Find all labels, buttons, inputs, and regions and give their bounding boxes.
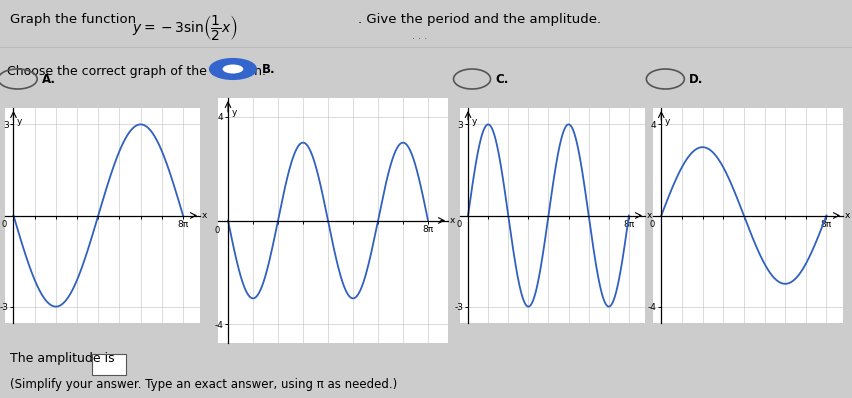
FancyBboxPatch shape: [92, 354, 126, 375]
Text: The amplitude is: The amplitude is: [10, 353, 115, 365]
Text: x: x: [450, 216, 455, 225]
Text: . Give the period and the amplitude.: . Give the period and the amplitude.: [358, 13, 601, 26]
Text: y: y: [17, 117, 22, 126]
Text: C.: C.: [494, 72, 508, 86]
Text: 0: 0: [456, 220, 461, 229]
Text: B.: B.: [262, 62, 275, 76]
Text: D.: D.: [688, 72, 703, 86]
Text: x: x: [646, 211, 652, 220]
Text: . . .: . . .: [412, 31, 427, 41]
Text: 0: 0: [648, 220, 653, 229]
Text: x: x: [843, 211, 849, 220]
Text: (Simplify your answer. Type an exact answer, using π as needed.): (Simplify your answer. Type an exact ans…: [10, 378, 397, 391]
Text: y: y: [664, 117, 669, 126]
Text: 0: 0: [2, 220, 7, 229]
Text: y: y: [470, 117, 476, 126]
Text: Choose the correct graph of the function.: Choose the correct graph of the function…: [7, 65, 266, 78]
Circle shape: [222, 64, 243, 74]
Text: A.: A.: [42, 72, 56, 86]
Text: x: x: [202, 211, 207, 220]
Circle shape: [210, 59, 256, 79]
Text: 0: 0: [215, 226, 220, 235]
Text: y: y: [232, 108, 237, 117]
Text: Graph the function: Graph the function: [10, 13, 141, 26]
Text: $y=-3\sin\!\left(\dfrac{1}{2}x\right)$: $y=-3\sin\!\left(\dfrac{1}{2}x\right)$: [132, 13, 238, 42]
